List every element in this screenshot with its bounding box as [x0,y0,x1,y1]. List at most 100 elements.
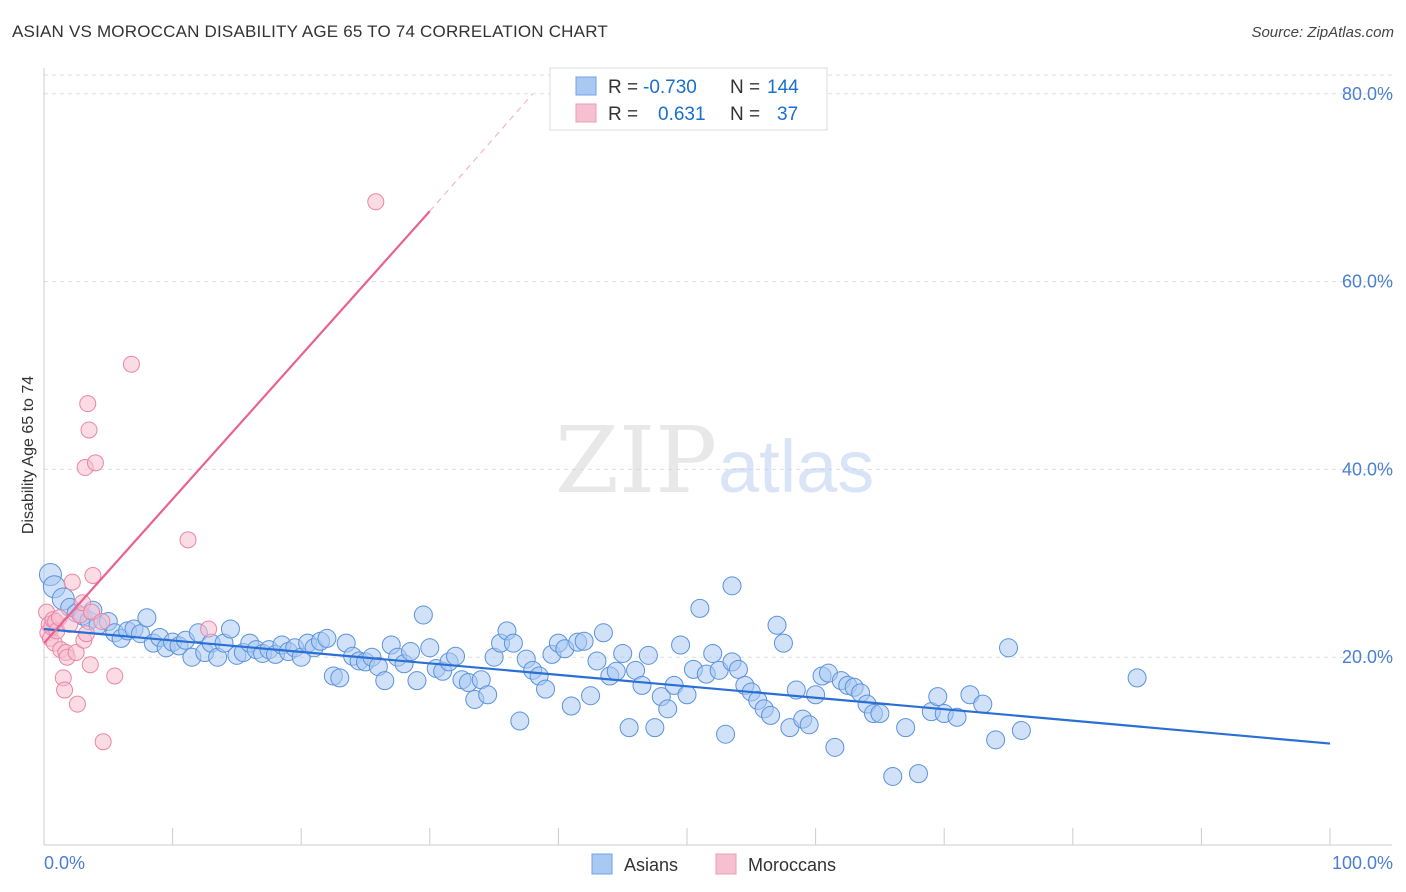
x-tick-label: 0.0% [44,853,85,873]
asian-point [446,646,466,666]
watermark: ZIP atlas [555,407,874,514]
grid-lines [44,74,1392,658]
y-tick-label: 80.0% [1342,84,1393,104]
asian-point [671,635,691,655]
asian-point [883,766,903,786]
legend-swatch-moroccans [575,103,597,123]
asian-point [407,671,427,691]
asian-point [908,764,928,784]
moroccan-point [94,733,112,751]
bottom-legend-label-moroccans: Moroccans [748,855,836,875]
y-tick-label: 40.0% [1342,459,1393,479]
asian-point [870,704,890,724]
asian-point [825,737,845,757]
asian-points [38,563,1147,786]
asian-point [317,628,337,648]
bottom-legend-swatch-asians [591,853,613,875]
legend-r-value-moroccans: 0.631 [658,104,706,125]
asian-point [773,633,793,653]
asian-point [761,705,781,725]
legend-n-value-asians: 144 [767,77,799,98]
bottom-legend-label-asians: Asians [624,855,678,875]
asian-point [619,718,639,738]
asian-point [420,638,440,658]
tick-labels: 20.0% 40.0% 60.0% 80.0% 0.0% 100.0% [44,84,1393,873]
asian-point [928,687,948,707]
moroccan-point [122,355,140,373]
asian-point [947,707,967,727]
moroccan-point [200,620,218,638]
legend-n-label-moroccans: N = [730,104,760,125]
asian-point [606,661,626,681]
asian-point [574,631,594,651]
asian-point [658,699,678,719]
legend-r-label-asians: R = [608,77,638,98]
watermark-zip: ZIP [555,407,717,514]
asian-point [728,659,748,679]
asian-point [401,642,421,662]
moroccan-point [81,656,99,674]
asian-point [677,685,697,705]
legend-r-label-moroccans: R = [608,104,638,125]
moroccan-point [68,695,86,713]
source-label: Source: ZipAtlas.com [1251,24,1394,41]
legend-r-value-asians: -0.730 [643,77,697,98]
moroccan-point [84,567,102,584]
legend-swatch-asians [575,76,597,96]
trend-lines [43,93,1331,745]
asian-point [806,685,826,705]
asian-point [722,576,742,596]
moroccan-trend-extension [429,93,534,212]
asian-trend-line [43,627,1331,745]
moroccan-point [80,421,98,439]
asian-point [593,623,613,643]
asian-point [536,679,556,699]
moroccan-trend-line [43,210,431,644]
asian-point [999,638,1018,658]
asian-point [986,730,1006,750]
asian-point [973,694,993,714]
asian-point [1127,668,1147,688]
asian-point [503,633,523,653]
asian-point [638,645,658,665]
asian-point [413,605,433,625]
moroccan-point [63,573,81,591]
moroccan-point [106,667,124,685]
y-axis-label: Disability Age 65 to 74 [20,376,37,534]
legend-box: R = -0.730 N = 144 R = 0.631 N = 37 [549,67,828,131]
watermark-atlas: atlas [718,425,874,508]
asian-point [716,724,736,744]
asian-point [561,696,581,716]
legend-n-label-asians: N = [730,77,760,98]
y-tick-label: 60.0% [1342,272,1393,292]
asian-point [799,715,819,735]
moroccan-point [79,395,97,413]
chart-title: ASIAN VS MOROCCAN DISABILITY AGE 65 TO 7… [12,22,608,41]
legend-n-value-moroccans: 37 [777,104,798,125]
bottom-legend-swatch-moroccans [715,853,737,875]
bottom-legend: Asians Moroccans [591,853,836,875]
asian-point [1011,720,1031,740]
asian-point [587,651,607,671]
asian-point [220,619,240,639]
asian-point [960,685,980,705]
asian-point [690,598,710,618]
moroccan-point [179,531,197,549]
moroccan-point [367,193,385,211]
moroccan-point [67,644,85,661]
asian-point [896,718,916,738]
moroccan-point [56,681,74,699]
axes [43,68,1392,846]
asian-point [703,643,723,663]
asian-point [581,686,601,706]
asian-point [645,718,665,738]
y-tick-label: 20.0% [1342,647,1393,667]
asian-point [613,643,633,663]
moroccan-point [86,454,104,472]
asian-point [632,675,652,695]
moroccan-point [93,613,111,631]
asian-point [478,685,498,705]
asian-point [767,615,787,635]
asian-point [375,671,395,691]
asian-point [510,711,530,731]
